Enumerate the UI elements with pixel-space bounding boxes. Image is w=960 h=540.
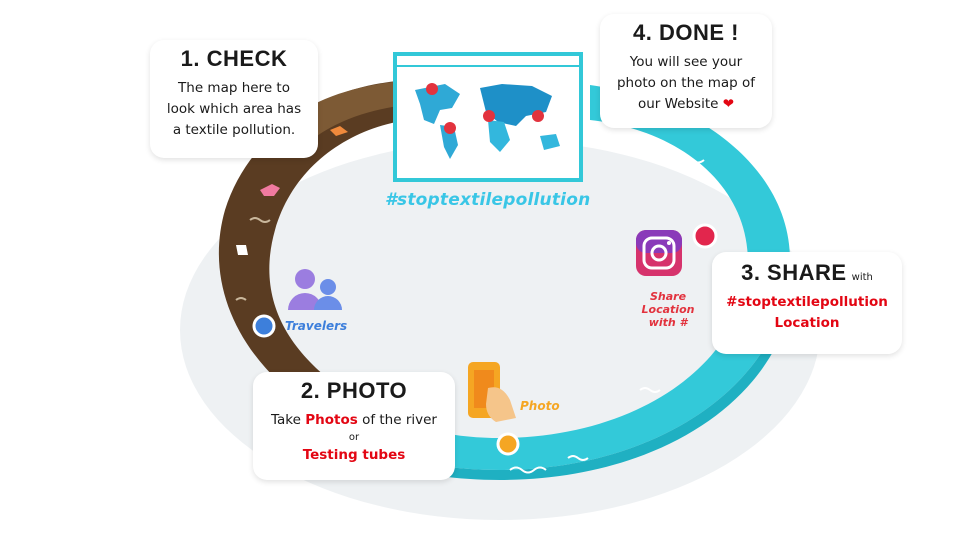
- step-share-card: 3. SHARE with #stoptextilepollution Loca…: [712, 252, 902, 354]
- map-marker-icon: [444, 122, 456, 134]
- hashtag-banner: #stoptextilepollution: [385, 190, 591, 210]
- step-photo-testing-tubes: Testing tubes: [302, 447, 406, 463]
- wave-mark: [509, 466, 547, 474]
- step-share-title: 3. SHARE: [741, 260, 847, 285]
- step-done-line-text: our Website: [637, 96, 719, 112]
- step-photo-highlight: Photos: [305, 412, 358, 428]
- step-photo-line: Take Photos of the river: [253, 410, 455, 431]
- step-share-location: Location: [774, 315, 840, 331]
- share-location-dot: [692, 223, 718, 249]
- travelers-label: Travelers: [285, 319, 348, 333]
- wave-mark: [249, 217, 271, 223]
- wave-mark: [679, 156, 705, 164]
- step-photo-line-pre: Take: [271, 412, 306, 428]
- photo-label: Photo: [520, 399, 560, 413]
- step-share-title-suffix: with: [851, 272, 873, 283]
- map-marker-icon: [426, 83, 438, 95]
- textile-scrap-icon: [260, 184, 280, 196]
- step-photo-title: 2. PHOTO: [300, 378, 408, 403]
- step-done-line: our Website ❤: [600, 94, 772, 115]
- share-label-line: with #: [648, 316, 688, 329]
- heart-icon: ❤: [722, 96, 735, 112]
- step-photo-line-post: of the river: [357, 412, 437, 428]
- step-share-title-row: 3. SHARE with: [712, 260, 902, 286]
- share-label: Share Location with #: [636, 290, 700, 329]
- step-check-line: The map here to: [178, 80, 290, 96]
- wave-mark: [639, 387, 661, 393]
- share-label-line: Share: [649, 290, 687, 303]
- phone-photo-icon: [468, 362, 516, 422]
- wave-mark: [567, 455, 589, 461]
- step-done-line: photo on the map of: [616, 75, 756, 91]
- world-map-icon: [415, 84, 560, 159]
- photo-location-dot: [496, 432, 520, 456]
- textile-scrap-icon: [330, 126, 348, 136]
- share-label-line: Location: [641, 303, 695, 316]
- step-photo-or: or: [348, 432, 360, 443]
- map-marker-icon: [483, 110, 495, 122]
- step-done-title: 4. DONE !: [633, 20, 739, 45]
- step-check-title: 1. CHECK: [180, 46, 288, 71]
- textile-scrap-icon: [236, 245, 248, 255]
- step-check-card: 1. CHECK The map here to look which area…: [150, 40, 318, 158]
- travelers-icon: [288, 269, 342, 310]
- map-marker-icon: [532, 110, 544, 122]
- travelers-location-dot: [252, 314, 276, 338]
- step-done-card: 4. DONE ! You will see your photo on the…: [600, 14, 772, 128]
- step-check-line: a textile pollution.: [172, 122, 296, 138]
- instagram-icon: [636, 230, 682, 276]
- step-check-line: look which area has: [166, 101, 302, 117]
- step-photo-card: 2. PHOTO Take Photos of the river or Tes…: [253, 372, 455, 480]
- wave-mark: [235, 297, 247, 301]
- step-done-line: You will see your: [629, 54, 743, 70]
- step-share-hashtag: #stoptextilepollution: [726, 294, 888, 310]
